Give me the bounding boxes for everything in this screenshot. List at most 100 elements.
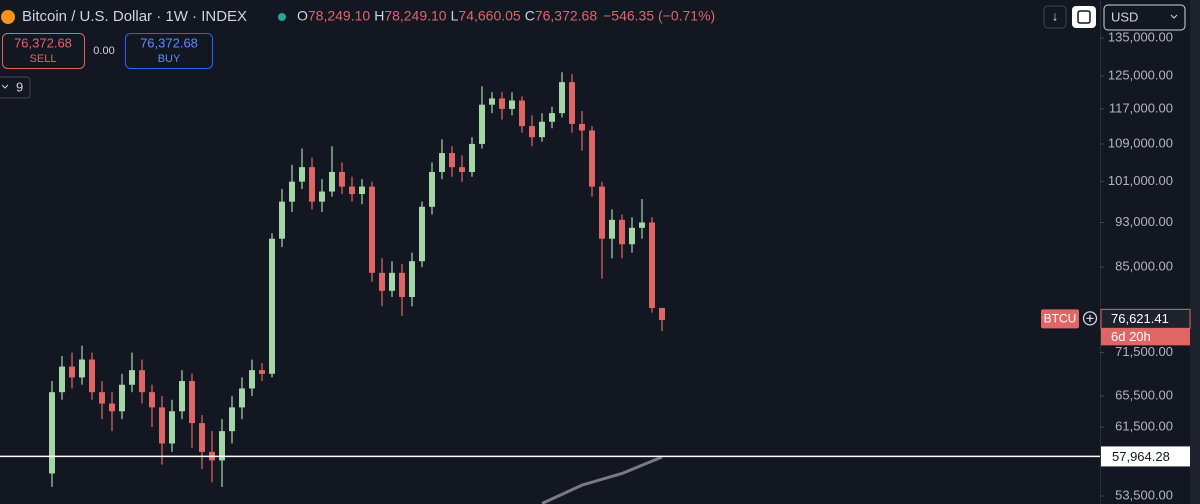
candle-body (449, 153, 455, 168)
candle-body (629, 227, 635, 245)
candle-body (659, 307, 665, 320)
y-tick-label: 117,000.00 (1109, 100, 1173, 115)
candle-body (339, 171, 345, 187)
candle-body (369, 186, 375, 273)
symbol-title: Bitcoin / U.S. Dollar · 1W · INDEX (22, 8, 247, 25)
candle-body (619, 219, 625, 245)
candle-body (359, 186, 365, 195)
indicator-chevron (1, 84, 9, 89)
candle-body (219, 431, 225, 461)
candle-body (239, 388, 245, 408)
candle-body (479, 104, 485, 144)
symbol-tag (1041, 309, 1079, 329)
candle-body (569, 82, 575, 124)
y-tick-label: 85,000.00 (1115, 258, 1173, 273)
buy-price: 76,372.68 (140, 35, 198, 50)
candle-body (319, 191, 325, 202)
sell-label: SELL (30, 53, 57, 65)
candle-body (519, 100, 525, 127)
candle-body (149, 392, 155, 408)
level-label: 57,964.28 (1112, 449, 1170, 464)
candle-body (459, 167, 465, 172)
currency: USD (1111, 9, 1138, 24)
download-button[interactable] (1043, 5, 1067, 29)
candle-body (119, 384, 125, 412)
ohlc-label: O (297, 8, 308, 24)
ohlc-value: 78,249.10 (308, 8, 370, 24)
buy-label: BUY (158, 53, 181, 65)
ohlc-value: 76,372.68 (535, 8, 597, 24)
candle-body (609, 219, 615, 239)
candle-body (349, 186, 355, 195)
candle-body (169, 411, 175, 444)
bitcoin-icon (1, 10, 15, 24)
side-strip (1190, 0, 1200, 504)
candle-body (419, 206, 425, 262)
candle-body (89, 359, 95, 393)
y-tick-label: 135,000.00 (1108, 30, 1173, 45)
sell-button[interactable] (2, 33, 85, 69)
download-icon: ↓ (1052, 8, 1059, 23)
candle-body (489, 98, 495, 105)
candle-body (69, 366, 75, 378)
ohlc-value: 74,660.05 (458, 8, 520, 24)
indicator-box[interactable] (0, 76, 31, 99)
y-tick-label: 101,000.00 (1108, 173, 1173, 188)
candle-body (159, 407, 165, 444)
candle-body (269, 238, 275, 374)
candle-body (529, 126, 535, 138)
candle-body (649, 222, 655, 308)
y-tick-label: 109,000.00 (1108, 135, 1173, 150)
ohlc-label: H (374, 8, 384, 24)
market-status (278, 13, 286, 21)
candle-body (279, 201, 285, 239)
candle-body (49, 392, 55, 474)
fullscreen-button[interactable] (1072, 6, 1096, 28)
candle-body (559, 82, 565, 114)
y-tick-label: 53,500.00 (1115, 488, 1173, 503)
ohlc-label: L (451, 8, 459, 24)
candle-body (229, 407, 235, 432)
candle-body (539, 121, 545, 138)
candle-body (259, 370, 265, 374)
y-tick-label: 65,500.00 (1115, 387, 1173, 402)
candle-body (179, 381, 185, 412)
candle-body (469, 143, 475, 172)
candle-body (249, 370, 255, 389)
change: −546.35 (−0.71%) (603, 8, 715, 24)
candle-body (509, 100, 515, 109)
candle-body (139, 370, 145, 393)
buy-button[interactable] (125, 33, 213, 69)
candle-body (109, 403, 115, 412)
candle-body (79, 359, 85, 378)
moving-average (541, 455, 663, 504)
last-price-label: 76,621.41 (1111, 311, 1169, 326)
spread: 0.00 (93, 45, 114, 57)
y-tick-label: 71,500.00 (1115, 344, 1173, 359)
level-label-box (1101, 446, 1190, 467)
candle-body (309, 167, 315, 202)
countdown: 6d 20h (1111, 329, 1151, 344)
y-tick-label: 93,000.00 (1115, 214, 1173, 229)
candle-body (329, 171, 335, 192)
candle-body (399, 272, 405, 297)
candle-body (59, 366, 65, 393)
candle-body (199, 423, 205, 452)
candle-body (499, 98, 505, 109)
candle-body (379, 272, 385, 291)
candle-body (599, 186, 605, 239)
fullscreen-icon (1077, 10, 1091, 24)
candle-body (579, 123, 585, 131)
candle-body (389, 272, 395, 291)
symbol-label: BTCU (1044, 312, 1077, 326)
sell-price: 76,372.68 (14, 35, 72, 50)
candle-body (99, 392, 105, 404)
candle-body (639, 222, 645, 228)
y-tick-label: 125,000.00 (1108, 68, 1173, 83)
currency-select[interactable] (1103, 4, 1186, 31)
candle-body (409, 261, 415, 297)
overlay: Bitcoin / U.S. Dollar · 1W · INDEX O 78,2… (0, 4, 1186, 99)
